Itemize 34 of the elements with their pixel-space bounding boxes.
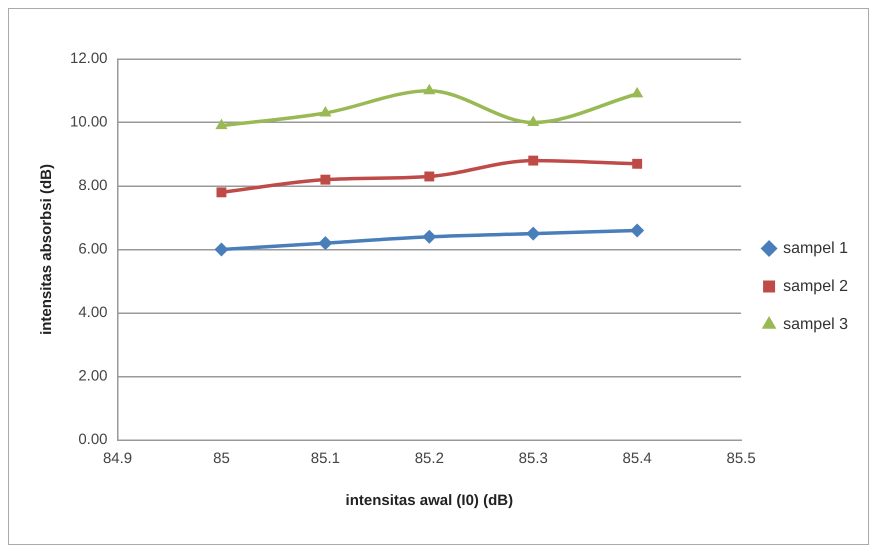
point: [631, 86, 644, 98]
legend-label: sampel 2: [783, 278, 848, 295]
x-tick-label: 85.4: [622, 450, 652, 468]
x-tick-label: 85: [213, 450, 230, 468]
y-tick-label: 8.00: [78, 177, 108, 194]
y-tick-label: 12.00: [70, 50, 108, 68]
x-tick-label: 84.9: [102, 450, 132, 468]
point: [214, 242, 228, 256]
point: [422, 230, 436, 244]
x-tick-label: 85.5: [726, 450, 756, 468]
legend-label: sampel 1: [783, 240, 848, 257]
y-tick-label: 2.00: [78, 368, 108, 385]
x-tick-label: 85.3: [518, 450, 548, 468]
y-tick-label: 10.00: [70, 114, 108, 131]
x-tick-label: 85.2: [414, 450, 444, 468]
y-axis-title: intensitas absorbsi (dB): [38, 164, 56, 335]
x-axis-title: intensitas awal (I0) (dB): [346, 492, 514, 510]
point: [526, 226, 540, 241]
point: [527, 116, 540, 126]
y-tick-label: 6.00: [78, 240, 108, 258]
y-tick-label: 4.00: [78, 304, 108, 322]
legend-label: sampel 3: [783, 316, 848, 333]
point: [630, 223, 644, 238]
x-tick-label: 85.1: [310, 450, 340, 468]
point: [423, 84, 436, 94]
point: [632, 158, 642, 169]
y-tick-label: 0.00: [78, 431, 108, 448]
point: [424, 172, 434, 182]
point: [319, 106, 332, 116]
point: [216, 187, 226, 198]
point: [215, 118, 228, 130]
point: [320, 174, 330, 185]
point: [528, 156, 538, 166]
point: [318, 236, 332, 250]
